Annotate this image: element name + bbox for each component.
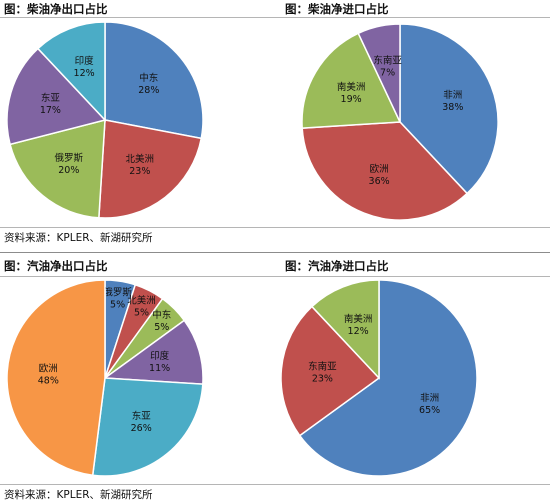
slice-value-label: 11%: [149, 363, 170, 374]
chart-title-gasoline-import: 图：汽油净进口占比: [285, 259, 389, 273]
slice-value-label: 7%: [380, 68, 395, 79]
pie-slice: [6, 47, 107, 146]
slice-label: 俄罗斯: [55, 152, 84, 164]
slice-value-label: 5%: [134, 307, 149, 318]
slice-value-label: 48%: [38, 375, 59, 386]
chart-title-gasoline-export: 图：汽油净出口占比: [4, 259, 108, 273]
pie-slice: [298, 279, 478, 477]
pie-slice: [91, 377, 204, 477]
slice-label: 北美洲: [127, 294, 156, 306]
slice-label: 非洲: [443, 89, 462, 101]
slice-value-label: 19%: [341, 94, 362, 105]
pie-slice: [357, 23, 401, 123]
slice-label: 非洲: [420, 392, 439, 404]
slice-value-label: 12%: [74, 68, 95, 79]
slice-label: 北美洲: [126, 153, 155, 165]
divider: [0, 276, 550, 277]
slice-label: 印度: [150, 350, 170, 362]
slice-value-label: 12%: [348, 326, 369, 337]
slice-value-label: 23%: [129, 166, 150, 177]
chart-title-diesel-import: 图：柴油净进口占比: [285, 2, 389, 16]
slice-value-label: 36%: [369, 176, 390, 187]
slice-value-label: 28%: [138, 85, 159, 96]
divider: [0, 252, 550, 253]
slice-label: 欧洲: [39, 362, 58, 374]
pie-slice: [301, 32, 402, 129]
slice-value-label: 65%: [419, 405, 440, 416]
slice-label: 东亚: [132, 410, 152, 422]
pie-slice: [6, 279, 106, 477]
slice-value-label: 5%: [154, 322, 169, 333]
pie-slice: [36, 21, 106, 122]
pie-slice: [280, 305, 381, 437]
source-note: 资料来源：KPLER、新湖研究所: [4, 489, 153, 501]
slice-value-label: 38%: [442, 102, 463, 113]
slice-label: 欧洲: [370, 163, 389, 175]
pie-slice: [9, 119, 106, 219]
slice-label: 中东: [152, 309, 171, 321]
divider: [0, 227, 550, 228]
slice-label: 南美洲: [337, 81, 366, 93]
source-note: 资料来源：KPLER、新湖研究所: [4, 232, 153, 244]
divider: [0, 17, 550, 18]
pie-slice: [399, 23, 499, 195]
slice-label: 印度: [75, 55, 95, 67]
slice-value-label: 26%: [131, 423, 152, 434]
pie-slice: [310, 279, 380, 380]
slice-value-label: 17%: [40, 105, 61, 116]
slice-value-label: 23%: [312, 374, 333, 385]
slice-label: 俄罗斯: [103, 287, 132, 299]
slice-label: 东南亚: [373, 55, 402, 67]
divider: [0, 484, 550, 485]
slice-label: 南美洲: [344, 313, 373, 325]
slice-value-label: 5%: [110, 300, 125, 311]
slice-label: 东南亚: [308, 361, 337, 373]
chart-title-diesel-export: 图：柴油净出口占比: [4, 2, 108, 16]
slice-label: 中东: [139, 72, 158, 84]
pie-slice: [301, 121, 469, 221]
pie-slice: [98, 119, 203, 219]
pie-slice: [102, 319, 204, 385]
pie-slice: [104, 21, 204, 140]
slice-value-label: 20%: [58, 165, 79, 176]
slice-label: 东亚: [41, 92, 61, 104]
